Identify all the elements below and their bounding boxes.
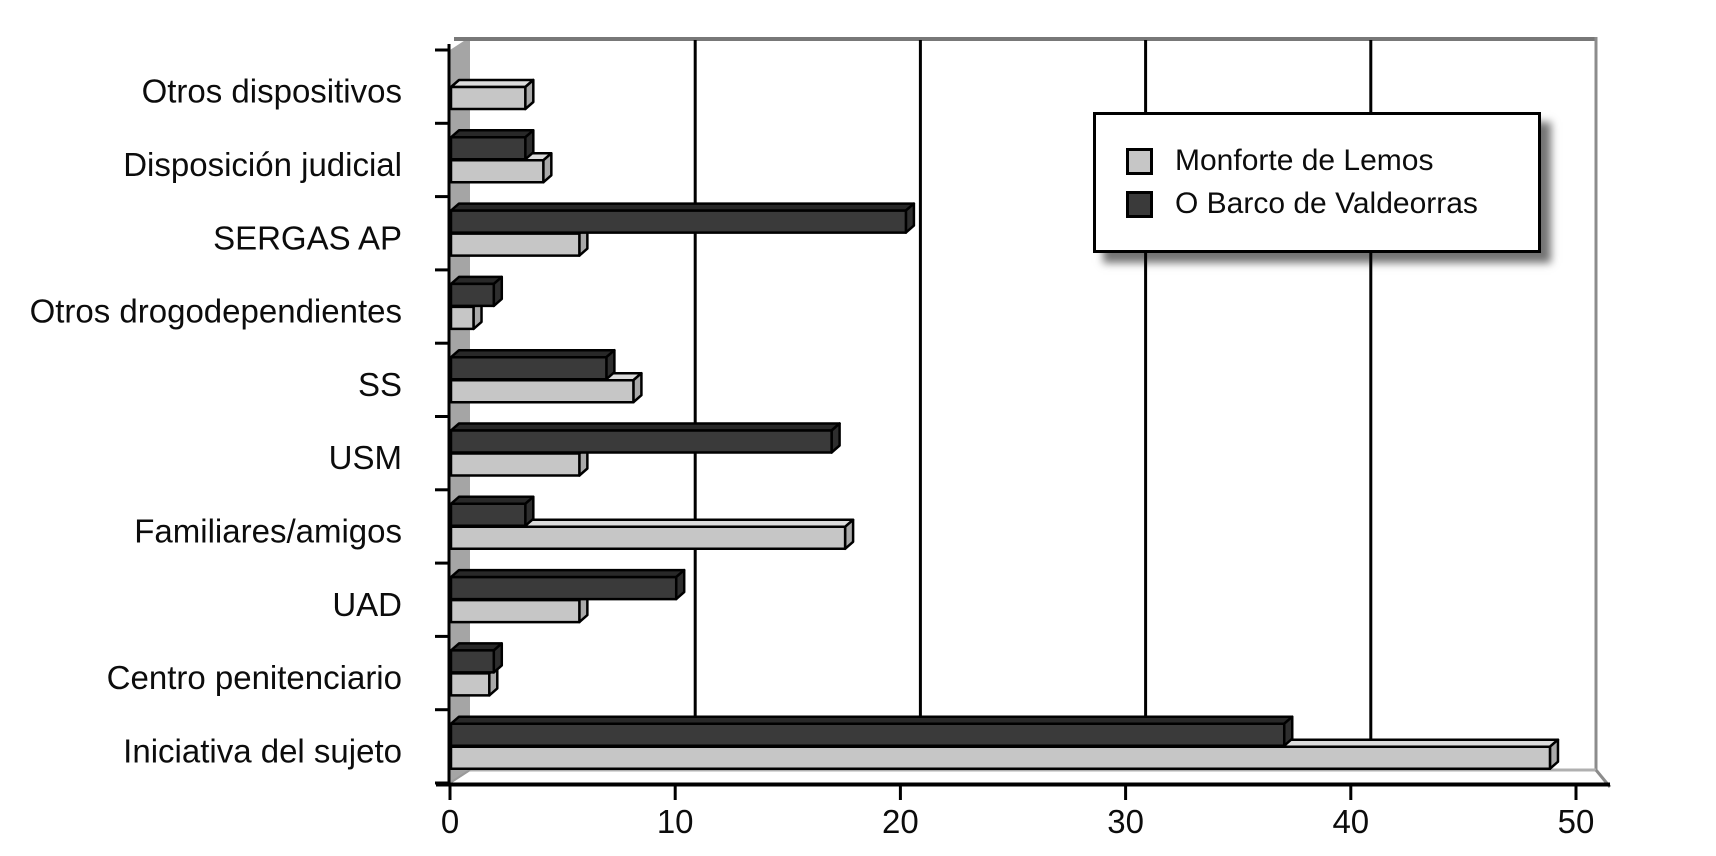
bar	[449, 502, 527, 528]
bar	[449, 649, 496, 674]
x-tick-label: 50	[1558, 803, 1595, 840]
category-label: UAD	[332, 586, 402, 623]
category-label: Disposición judicial	[123, 146, 402, 183]
bar	[449, 429, 833, 454]
bar	[449, 355, 608, 381]
legend-item-monforte: Monforte de Lemos	[1126, 144, 1538, 178]
category-label: Otros dispositivos	[142, 73, 402, 110]
category-label: SS	[358, 366, 402, 403]
bar	[449, 525, 847, 551]
x-tick-label: 40	[1332, 803, 1369, 840]
bar	[449, 598, 581, 624]
bar	[449, 232, 581, 257]
category-label: USM	[329, 439, 402, 476]
legend-label-monforte: Monforte de Lemos	[1175, 144, 1434, 177]
category-label: Iniciativa del sujeto	[123, 732, 402, 769]
bar	[449, 722, 1286, 747]
category-label: Otros drogodependientes	[30, 293, 402, 330]
legend-swatch-obarco	[1126, 190, 1153, 218]
legend-item-obarco: O Barco de Valdeorras	[1126, 187, 1538, 221]
category-label: Familiares/amigos	[134, 513, 402, 550]
bar	[449, 282, 496, 308]
x-tick-label: 10	[657, 803, 694, 840]
bar	[449, 305, 475, 331]
legend: Monforte de Lemos O Barco de Valdeorras	[1093, 112, 1541, 253]
x-tick-label: 20	[882, 803, 919, 840]
category-label: Centro penitenciario	[107, 659, 402, 696]
legend-swatch-monforte	[1126, 147, 1153, 175]
legend-label-obarco: O Barco de Valdeorras	[1175, 187, 1478, 220]
bar	[449, 575, 678, 601]
bar	[449, 159, 545, 184]
category-label: SERGAS AP	[213, 219, 402, 256]
x-tick-label: 0	[441, 803, 459, 840]
bar	[449, 85, 527, 111]
bar	[449, 209, 908, 234]
x-tick-label: 30	[1107, 803, 1144, 840]
bar	[449, 452, 581, 477]
bar	[449, 136, 527, 161]
bar	[449, 672, 491, 697]
bar	[449, 378, 635, 404]
bar	[449, 745, 1552, 770]
floor-left-corner	[449, 769, 471, 784]
